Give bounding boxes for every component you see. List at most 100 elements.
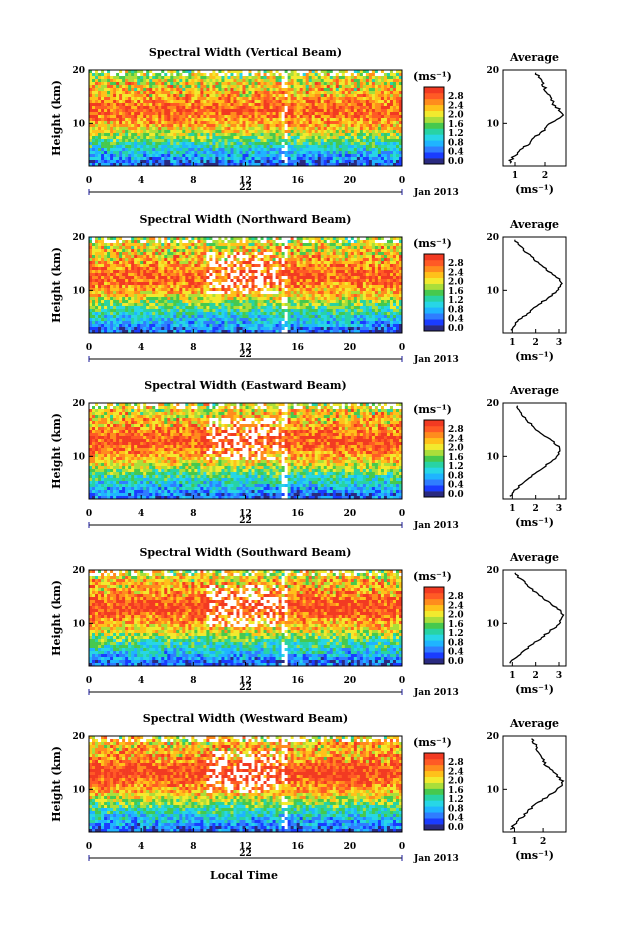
heatmap-cell: [362, 270, 367, 274]
heatmap-cell: [284, 76, 288, 80]
heatmap-cell: [341, 154, 346, 158]
heatmap-cell: [242, 151, 246, 155]
heatmap-cell: [197, 258, 201, 262]
heatmap-cell: [218, 88, 222, 92]
heatmap-cell: [326, 109, 331, 113]
heatmap-cell: [143, 157, 147, 161]
heatmap-cell: [98, 276, 102, 280]
heatmap-cell: [161, 133, 165, 137]
heatmap-cell: [305, 258, 309, 262]
heatmap-cell: [221, 151, 225, 155]
heatmap-cell: [185, 91, 189, 95]
heatmap-cell: [272, 151, 276, 155]
heatmap-cell: [314, 154, 319, 158]
heatmap-cell: [197, 249, 201, 253]
heatmap-cell: [203, 151, 207, 155]
heatmap-cell: [377, 118, 382, 122]
heatmap-cell: [149, 142, 153, 146]
heatmap-cell: [170, 264, 174, 268]
heatmap-cell: [269, 163, 273, 167]
heatmap-cell: [131, 91, 135, 95]
heatmap-cell: [257, 121, 261, 125]
heatmap-cell: [314, 130, 319, 134]
heatmap-cell: [374, 261, 379, 265]
heatmap-cell: [233, 70, 237, 74]
heatmap-cell: [347, 237, 352, 241]
heatmap-cell: [98, 237, 102, 241]
heatmap-cell: [197, 82, 201, 86]
heatmap-cell: [194, 160, 198, 164]
heatmap-cell: [317, 88, 322, 92]
heatmap-cell: [353, 82, 358, 86]
heatmap-cell: [329, 76, 334, 80]
heatmap-cell: [359, 157, 364, 161]
heatmap-cell: [278, 252, 282, 256]
heatmap-cell: [107, 73, 111, 77]
heatmap-cell: [284, 249, 288, 253]
heatmap-cell: [281, 121, 285, 125]
heatmap-cell: [155, 252, 159, 256]
heatmap-cell: [125, 145, 129, 149]
heatmap-cell: [131, 103, 135, 107]
heatmap-cell: [254, 70, 258, 74]
heatmap-cell: [164, 273, 168, 277]
heatmap-cell: [263, 118, 267, 122]
heatmap-cell: [197, 270, 201, 274]
heatmap-cell: [230, 97, 234, 101]
heatmap-cell: [284, 91, 288, 95]
heatmap-cell: [152, 100, 156, 104]
heatmap-cell: [113, 148, 117, 152]
heatmap-cell: [383, 118, 388, 122]
heatmap-cell: [143, 103, 147, 107]
heatmap-cell: [227, 270, 231, 274]
heatmap-cell: [329, 70, 334, 74]
heatmap-cell: [278, 103, 282, 107]
heatmap-cell: [107, 118, 111, 122]
heatmap-cell: [251, 94, 255, 98]
heatmap-cell: [317, 243, 322, 247]
heatmap-cell: [224, 237, 228, 241]
heatmap-cell: [356, 124, 361, 128]
heatmap-cell: [392, 160, 397, 164]
heatmap-cell: [290, 258, 294, 262]
heatmap-cell: [350, 94, 355, 98]
heatmap-cell: [128, 163, 132, 167]
heatmap-cell: [266, 249, 270, 253]
heatmap-cell: [353, 130, 358, 134]
heatmap-cell: [134, 151, 138, 155]
heatmap-cell: [371, 124, 376, 128]
heatmap-cell: [155, 115, 159, 119]
heatmap-cell: [389, 94, 394, 98]
heatmap-cell: [317, 133, 322, 137]
heatmap-cell: [116, 82, 120, 86]
heatmap-cell: [152, 237, 156, 241]
heatmap-cell: [356, 82, 361, 86]
heatmap-cell: [245, 270, 249, 274]
heatmap-cell: [287, 109, 291, 113]
heatmap-cell: [140, 85, 144, 89]
heatmap-cell: [266, 267, 270, 271]
heatmap-cell: [203, 70, 207, 74]
heatmap-cell: [179, 151, 183, 155]
heatmap-cell: [263, 76, 267, 80]
heatmap-cell: [125, 240, 129, 244]
heatmap-cell: [95, 130, 99, 134]
heatmap-cell: [287, 264, 291, 268]
heatmap-cell: [185, 264, 189, 268]
heatmap-cell: [374, 100, 379, 104]
heatmap-cell: [263, 160, 267, 164]
heatmap-cell: [122, 97, 126, 101]
heatmap-cell: [305, 79, 309, 83]
heatmap-cell: [269, 103, 273, 107]
heatmap-cell: [101, 145, 105, 149]
heatmap-cell: [293, 88, 297, 92]
heatmap-cell: [326, 115, 331, 119]
heatmap-cell: [149, 154, 153, 158]
colorbar-segment: [424, 110, 444, 117]
heatmap-cell: [323, 276, 328, 280]
heatmap-cell: [305, 151, 309, 155]
heatmap-cell: [167, 118, 171, 122]
heatmap-cell: [344, 136, 349, 140]
heatmap-cell: [164, 157, 168, 161]
heatmap-cell: [275, 109, 279, 113]
